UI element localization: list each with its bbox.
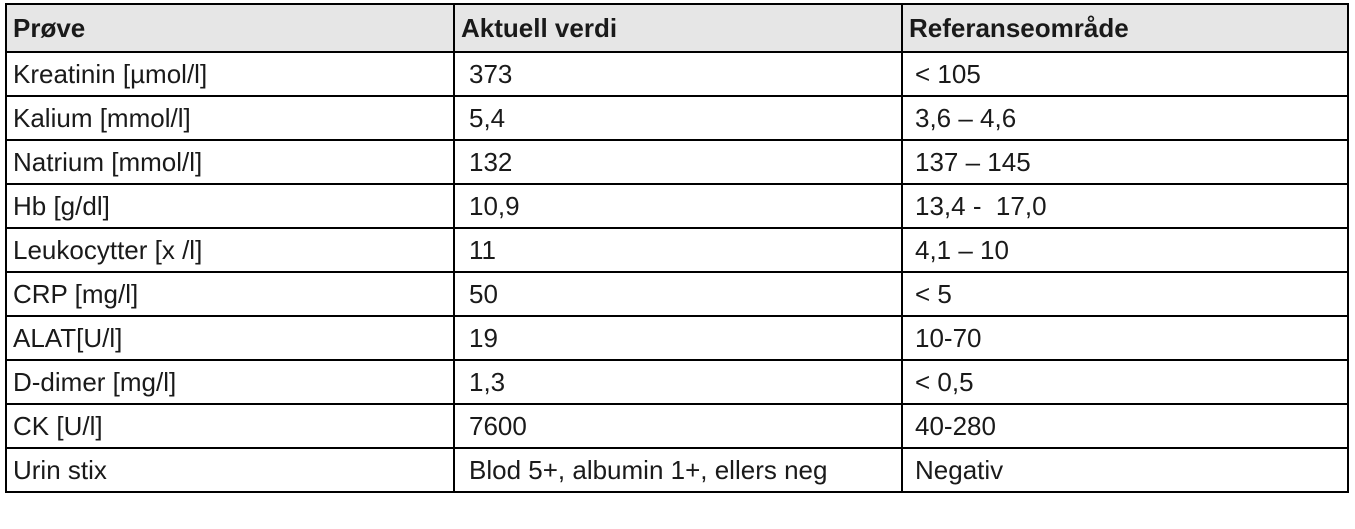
test-name-cell: CK [U/l] [5,403,455,449]
actual-value-cell: 19 [453,315,903,361]
table-row: Hb [g/dl] 10,9 13,4 - 17,0 [5,183,1349,229]
test-name-cell: Kalium [mmol/l] [5,95,455,141]
actual-value-cell: 5,4 [453,95,903,141]
reference-range-cell: 3,6 – 4,6 [901,95,1349,141]
test-name-cell: CRP [mg/l] [5,271,455,317]
reference-range-cell: < 105 [901,51,1349,97]
reference-range-cell: 13,4 - 17,0 [901,183,1349,229]
test-name-cell: D-dimer [mg/l] [5,359,455,405]
test-name-cell: ALAT[U/l] [5,315,455,361]
actual-value-cell: 50 [453,271,903,317]
table-row: Leukocytter [x /l] 11 4,1 – 10 [5,227,1349,273]
reference-range-cell: < 5 [901,271,1349,317]
test-name-cell: Natrium [mmol/l] [5,139,455,185]
table-row: Kreatinin [µmol/l] 373 < 105 [5,51,1349,97]
lab-results-table: Prøve Aktuell verdi Referanseområde Krea… [5,3,1349,493]
header-actual-value: Aktuell verdi [453,3,903,53]
actual-value-cell: 1,3 [453,359,903,405]
table-row: Natrium [mmol/l] 132 137 – 145 [5,139,1349,185]
reference-range-cell: < 0,5 [901,359,1349,405]
reference-range-cell: 4,1 – 10 [901,227,1349,273]
test-name-cell: Urin stix [5,447,455,493]
actual-value-cell: 11 [453,227,903,273]
actual-value-cell: Blod 5+, albumin 1+, ellers neg [453,447,903,493]
table-row: CK [U/l] 7600 40-280 [5,403,1349,449]
header-reference-range: Referanseområde [901,3,1349,53]
table-row: Urin stix Blod 5+, albumin 1+, ellers ne… [5,447,1349,493]
table-row: CRP [mg/l] 50 < 5 [5,271,1349,317]
table-header-row: Prøve Aktuell verdi Referanseområde [5,3,1349,53]
reference-range-cell: 40-280 [901,403,1349,449]
test-name-cell: Hb [g/dl] [5,183,455,229]
reference-range-cell: Negativ [901,447,1349,493]
actual-value-cell: 132 [453,139,903,185]
reference-range-cell: 137 – 145 [901,139,1349,185]
header-test: Prøve [5,3,455,53]
table-row: D-dimer [mg/l] 1,3 < 0,5 [5,359,1349,405]
table-row: ALAT[U/l] 19 10-70 [5,315,1349,361]
test-name-cell: Kreatinin [µmol/l] [5,51,455,97]
actual-value-cell: 373 [453,51,903,97]
test-name-cell: Leukocytter [x /l] [5,227,455,273]
reference-range-cell: 10-70 [901,315,1349,361]
actual-value-cell: 10,9 [453,183,903,229]
actual-value-cell: 7600 [453,403,903,449]
table-row: Kalium [mmol/l] 5,4 3,6 – 4,6 [5,95,1349,141]
